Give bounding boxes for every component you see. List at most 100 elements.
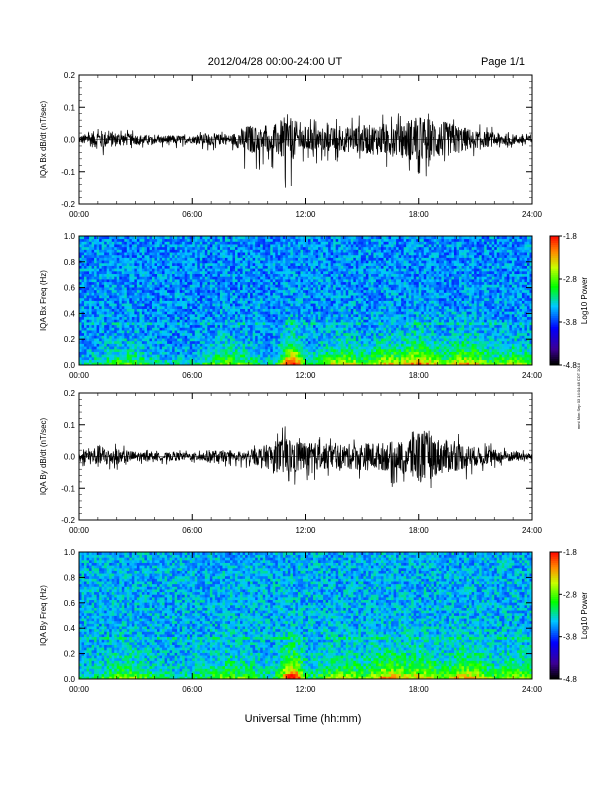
- spectrogram-cell: [297, 351, 301, 355]
- spectrogram-cell: [169, 297, 173, 301]
- spectrogram-cell: [272, 356, 276, 361]
- spectrogram-cell: [149, 273, 153, 277]
- spectrogram-cell: [91, 335, 95, 339]
- spectrogram-cell: [126, 249, 130, 253]
- spectrogram-cell: [174, 308, 178, 312]
- spectrogram-cell: [86, 238, 90, 242]
- spectrogram-cell: [207, 246, 211, 250]
- spectrogram-cell: [89, 330, 92, 334]
- spectrogram-cell: [252, 292, 256, 296]
- spectrogram-cell: [219, 268, 223, 272]
- spectrogram-cell: [99, 327, 103, 331]
- spectrogram-cell: [287, 319, 291, 323]
- spectrogram-cell: [262, 284, 266, 288]
- spectrogram-cell: [290, 305, 294, 309]
- spectrogram-cell: [99, 276, 103, 280]
- spectrogram-cell: [232, 356, 236, 361]
- spectrogram-cell: [154, 322, 158, 326]
- spectrogram-cell: [212, 359, 216, 363]
- spectrogram-cell: [86, 292, 90, 296]
- spectrogram-cell: [237, 236, 241, 240]
- spectrogram-cell: [149, 343, 153, 347]
- spectrogram-cell: [184, 295, 188, 299]
- spectrogram-cell: [300, 273, 304, 277]
- spectrogram-cell: [250, 276, 254, 280]
- spectrogram-cell: [333, 308, 337, 312]
- spectrogram-cell: [164, 362, 168, 366]
- spectrogram-cell: [179, 359, 183, 363]
- spectrogram-cell: [172, 241, 176, 245]
- spectrogram-cell: [235, 257, 238, 261]
- spectrogram-cell: [204, 279, 208, 283]
- spectrogram-cell: [277, 356, 281, 361]
- spectrogram-cell: [174, 268, 178, 272]
- spectrogram-cell: [151, 281, 155, 285]
- spectrogram-cell: [139, 356, 143, 361]
- spectrogram-cell: [260, 244, 264, 248]
- spectrogram-cell: [104, 262, 108, 266]
- spectrogram-cell: [96, 260, 100, 264]
- spectrogram-cell: [197, 265, 201, 269]
- spectrogram-cell: [116, 276, 120, 280]
- spectrogram-cell: [101, 332, 105, 336]
- spectrogram-cell: [325, 249, 329, 253]
- spectrogram-cell: [94, 311, 98, 315]
- spectrogram-cell: [240, 308, 243, 312]
- spectrogram-cell: [222, 287, 226, 291]
- spectrogram-cell: [99, 322, 103, 326]
- spectrogram-cell: [260, 319, 264, 323]
- spectrogram-cell: [91, 346, 95, 350]
- spectrogram-cell: [119, 332, 123, 336]
- spectrogram-cell: [240, 330, 243, 334]
- spectrogram-cell: [209, 273, 213, 277]
- spectrogram-cell: [139, 287, 143, 291]
- spectrogram-cell: [189, 319, 193, 323]
- spectrogram-cell: [292, 351, 296, 355]
- spectrogram-cell: [202, 281, 206, 285]
- spectrogram-cell: [257, 270, 261, 275]
- spectrogram-cell: [209, 297, 213, 301]
- spectrogram-cell: [255, 303, 259, 307]
- spectrogram-cell: [179, 322, 183, 326]
- spectrogram-cell: [136, 289, 140, 293]
- spectrogram-cell: [96, 313, 100, 318]
- spectrogram-cell: [227, 236, 231, 240]
- spectrogram-cell: [270, 270, 274, 275]
- spectrogram-cell: [245, 305, 249, 309]
- spectrogram-cell: [265, 343, 269, 347]
- spectrogram-cell: [184, 327, 188, 331]
- spectrogram-cell: [106, 311, 110, 315]
- spectrogram-cell: [174, 254, 178, 258]
- spectrogram-cell: [134, 332, 138, 336]
- spectrogram-cell: [287, 254, 291, 258]
- spectrogram-cell: [104, 356, 108, 361]
- spectrogram-cell: [202, 276, 206, 280]
- spectrogram-cell: [285, 268, 289, 272]
- spectrogram-cell: [330, 236, 334, 240]
- spectrogram-cell: [116, 238, 120, 242]
- spectrogram-cell: [182, 279, 186, 283]
- spectrogram-cell: [94, 262, 98, 266]
- spectrogram-cell: [318, 319, 321, 323]
- spectrogram-cell: [184, 276, 188, 280]
- spectrogram-cell: [146, 359, 150, 363]
- spectrogram-cell: [328, 348, 332, 352]
- spectrogram-cell: [126, 254, 130, 258]
- spectrogram-cell: [111, 311, 115, 315]
- spectrogram-cell: [204, 305, 208, 309]
- spectrogram-cell: [275, 362, 279, 366]
- spectrogram-cell: [328, 351, 332, 355]
- spectrogram-cell: [96, 303, 100, 307]
- spectrogram-cell: [230, 276, 233, 280]
- spectrogram-cell: [287, 308, 291, 312]
- spectrogram-cell: [318, 270, 321, 275]
- spectrogram-cell: [106, 316, 110, 320]
- spectrogram-cell: [84, 244, 87, 248]
- spectrogram-cell: [285, 348, 289, 352]
- spectrogram-cell: [275, 338, 279, 342]
- spectrogram-cell: [154, 244, 158, 248]
- spectrogram-cell: [149, 284, 153, 288]
- spectrogram-cell: [167, 316, 170, 320]
- spectrogram-cell: [131, 257, 135, 261]
- spectrogram-cell: [104, 362, 108, 366]
